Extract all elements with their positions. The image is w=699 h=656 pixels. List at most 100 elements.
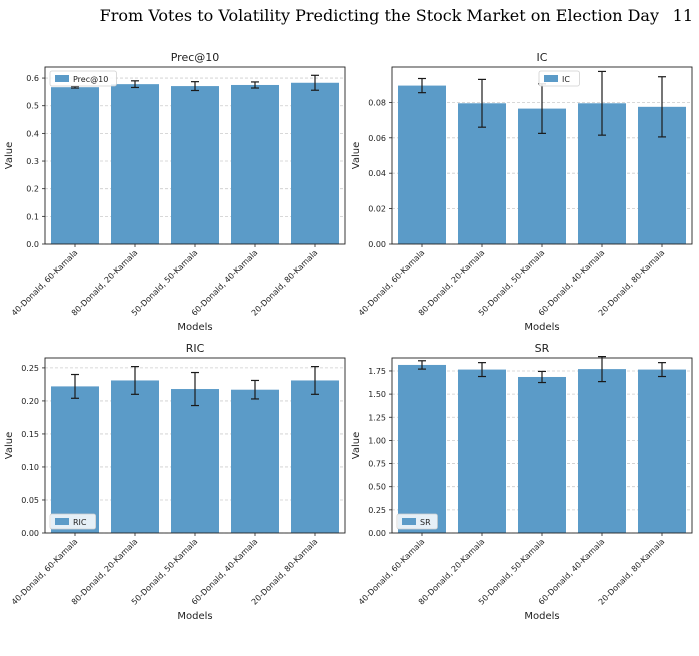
y-tick-label: 0.3 [26, 157, 39, 166]
plot-frame [391, 66, 693, 245]
bar [518, 376, 566, 533]
y-tick-label: 1.25 [368, 413, 386, 422]
y-axis-label: Value [4, 432, 15, 459]
x-tick-label: 80-Donald, 20-Kamala [417, 248, 487, 318]
x-tick-label: 50-Donald, 50-Kamala [130, 537, 200, 607]
y-tick-label: 0.00 [368, 240, 386, 249]
plot-frame [44, 66, 346, 245]
x-tick-label: 40-Donald, 60-Kamala [357, 537, 427, 607]
y-axis-label: Value [351, 432, 362, 459]
bar [398, 85, 446, 245]
bar [231, 84, 279, 244]
x-axis-label: Models [524, 611, 559, 622]
y-tick-label: 1.00 [368, 436, 386, 445]
x-tick-label: 50-Donald, 50-Kamala [477, 248, 547, 318]
x-tick-label: 40-Donald, 60-Kamala [357, 248, 427, 318]
x-tick-label: 20-Donald, 80-Kamala [597, 537, 667, 607]
legend-label: SR [420, 518, 431, 527]
chart-1: 0.00 0.02 0.04 0.06 0.08 40-Donald, 60-Kamala… [351, 51, 693, 333]
legend-label: RIC [73, 518, 87, 527]
chart-title: Prec@10 [171, 51, 220, 64]
legend-label: IC [562, 75, 570, 84]
bar [171, 389, 219, 533]
x-tick-label: 40-Donald, 60-Kamala [10, 537, 80, 607]
legend-box [49, 70, 117, 87]
y-tick-label: 0.4 [26, 129, 39, 138]
legend: IC [538, 70, 580, 87]
legend: SR [396, 513, 438, 530]
page-number: 11 [672, 6, 693, 25]
legend-swatch [55, 518, 69, 525]
y-tick-label: 0.04 [368, 169, 386, 178]
y-tick-label: 0.6 [26, 74, 39, 83]
chart-title: IC [537, 51, 548, 64]
x-tick-label: 50-Donald, 50-Kamala [477, 537, 547, 607]
legend-box [396, 513, 438, 530]
y-axis-label: Value [351, 142, 362, 169]
y-tick-label: 0.20 [21, 397, 39, 406]
chart-title: RIC [186, 342, 205, 355]
x-axis-label: Models [524, 322, 559, 333]
x-tick-label: 60-Donald, 40-Kamala [190, 537, 260, 607]
y-tick-label: 0.25 [368, 506, 386, 515]
bar [458, 369, 506, 533]
page-header: From Votes to Volatility Predicting the … [0, 6, 699, 30]
chart-0: 0.0 0.1 0.2 0.3 0.4 0.5 0.6 40-Donald, 60-Kamal… [4, 51, 346, 333]
x-tick-label: 80-Donald, 20-Kamala [70, 248, 140, 318]
y-tick-label: 0.06 [368, 134, 386, 143]
running-title: From Votes to Volatility Predicting the … [99, 6, 659, 25]
bar [291, 380, 339, 533]
x-axis-label: Models [177, 322, 212, 333]
y-tick-label: 0.1 [26, 212, 39, 221]
y-tick-label: 0.08 [368, 98, 386, 107]
bar [111, 380, 159, 533]
y-tick-label: 0.50 [368, 483, 386, 492]
y-tick-label: 1.75 [368, 367, 386, 376]
legend-swatch [55, 75, 69, 82]
bar [231, 389, 279, 533]
legend-swatch [402, 518, 416, 525]
bar [398, 364, 446, 533]
y-tick-label: 0.2 [26, 185, 39, 194]
x-tick-label: 80-Donald, 20-Kamala [417, 537, 487, 607]
y-tick-label: 0.02 [368, 205, 386, 214]
x-axis-label: Models [177, 611, 212, 622]
x-tick-label: 40-Donald, 60-Kamala [10, 248, 80, 318]
y-tick-label: 0.05 [21, 496, 39, 505]
legend-box [49, 513, 96, 530]
bar [638, 369, 686, 533]
y-tick-label: 0.25 [21, 364, 39, 373]
bar [171, 86, 219, 244]
x-tick-label: 60-Donald, 40-Kamala [190, 248, 260, 318]
y-tick-label: 0.0 [26, 240, 39, 249]
x-tick-label: 60-Donald, 40-Kamala [537, 248, 607, 318]
legend: RIC [49, 513, 96, 530]
bar [51, 386, 99, 533]
bar [51, 87, 99, 245]
x-tick-label: 80-Donald, 20-Kamala [70, 537, 140, 607]
chart-3: 0.00 0.25 0.50 0.75 1.00 1.25 1.50 1.75 40-Donal… [351, 342, 693, 622]
x-tick-label: 20-Donald, 80-Kamala [250, 248, 320, 318]
legend: Prec@10 [49, 70, 117, 87]
y-tick-label: 0.75 [368, 460, 386, 469]
bar [291, 82, 339, 244]
plot-frame [391, 357, 693, 534]
y-tick-label: 0.5 [26, 102, 39, 111]
chart-2: 0.00 0.05 0.10 0.15 0.20 0.25 40-Donald, 60-Ka… [4, 342, 346, 622]
x-tick-label: 60-Donald, 40-Kamala [537, 537, 607, 607]
plot-frame [44, 357, 346, 534]
y-tick-label: 0.15 [21, 430, 39, 439]
y-tick-label: 0.00 [21, 529, 39, 538]
x-tick-label: 20-Donald, 80-Kamala [597, 248, 667, 318]
y-axis-label: Value [4, 142, 15, 169]
y-tick-label: 1.50 [368, 390, 386, 399]
legend-label: Prec@10 [73, 75, 108, 84]
bar [578, 369, 626, 533]
y-tick-label: 0.00 [368, 529, 386, 538]
y-tick-label: 0.10 [21, 463, 39, 472]
legend-swatch [544, 75, 558, 82]
bar [111, 84, 159, 244]
x-tick-label: 20-Donald, 80-Kamala [250, 537, 320, 607]
chart-title: SR [535, 342, 550, 355]
